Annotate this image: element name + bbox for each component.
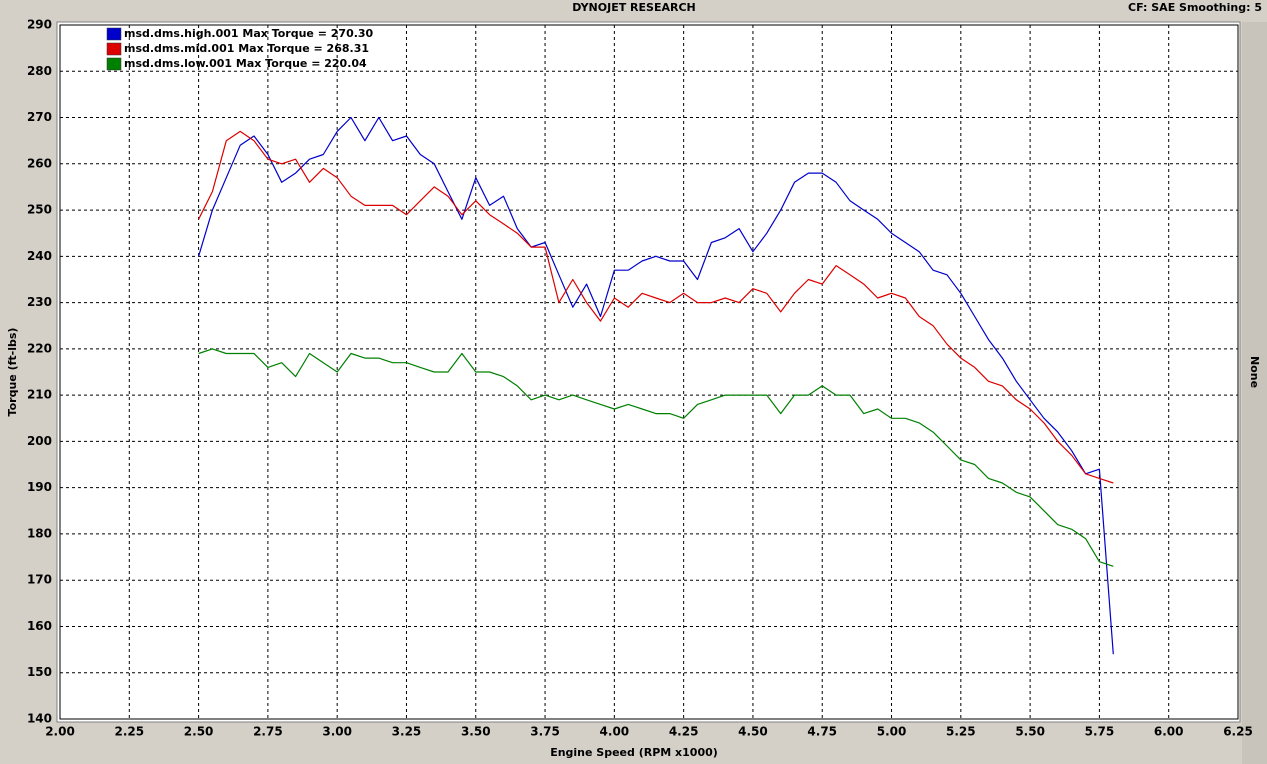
y-tick-label: 290 (27, 18, 52, 32)
y-tick-label: 180 (27, 526, 52, 540)
x-tick-label: 5.25 (946, 725, 976, 739)
x-tick-label: 4.00 (600, 725, 630, 739)
x-tick-label: 5.50 (1015, 725, 1045, 739)
y-tick-label: 210 (27, 388, 52, 402)
y-tick-label: 220 (27, 341, 52, 355)
x-tick-label: 2.00 (45, 725, 75, 739)
series-line (198, 130, 1114, 484)
x-tick-label: 4.75 (807, 725, 837, 739)
x-tick-label: 2.75 (253, 725, 283, 739)
x-tick-label: 4.50 (738, 725, 768, 739)
x-tick-label: 3.25 (392, 725, 422, 739)
y-tick-label: 190 (27, 480, 52, 494)
side-label: None (1248, 356, 1261, 388)
y-tick-label: 240 (27, 249, 52, 263)
legend-label: msd.dms.high.001 Max Torque = 270.30 (124, 27, 374, 40)
y-tick-label: 170 (27, 573, 52, 587)
x-tick-label: 6.00 (1154, 725, 1184, 739)
x-tick-label: 3.75 (530, 725, 560, 739)
legend-swatch (106, 57, 122, 71)
legend-label: msd.dms.mid.001 Max Torque = 268.31 (124, 42, 369, 55)
plot-border (59, 24, 1239, 720)
y-tick-label: 270 (27, 110, 52, 124)
plot-panel (56, 21, 1241, 723)
y-tick-label: 230 (27, 295, 52, 309)
legend-swatch (106, 27, 122, 41)
x-tick-label: 2.25 (114, 725, 144, 739)
side-panel (1242, 22, 1267, 764)
chart-title: DYNOJET RESEARCH (572, 1, 695, 14)
x-tick-label: 5.00 (877, 725, 907, 739)
y-tick-label: 140 (27, 712, 52, 726)
y-axis-label: Torque (ft-lbs) (6, 328, 19, 417)
y-tick-label: 280 (27, 64, 52, 78)
x-axis-label: Engine Speed (RPM x1000) (550, 746, 718, 759)
y-tick-label: 200 (27, 434, 52, 448)
x-tick-label: 6.25 (1223, 725, 1253, 739)
y-tick-label: 150 (27, 665, 52, 679)
x-tick-label: 3.00 (322, 725, 352, 739)
series-line (198, 116, 1114, 655)
chart-subtitle: CF: SAE Smoothing: 5 (1128, 1, 1262, 14)
legend-swatch (106, 42, 122, 56)
x-tick-label: 3.50 (461, 725, 491, 739)
x-tick-label: 5.75 (1085, 725, 1115, 739)
y-tick-label: 160 (27, 619, 52, 633)
y-tick-label: 260 (27, 156, 52, 170)
legend-label: msd.dms.low.001 Max Torque = 220.04 (124, 57, 367, 70)
x-tick-label: 4.25 (669, 725, 699, 739)
x-tick-label: 2.50 (184, 725, 214, 739)
series-line (198, 348, 1114, 567)
y-tick-label: 250 (27, 203, 52, 217)
